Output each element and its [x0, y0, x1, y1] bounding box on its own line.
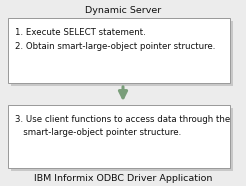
Bar — [11, 108, 233, 171]
Text: 2. Obtain smart-large-object pointer structure.: 2. Obtain smart-large-object pointer str… — [15, 42, 215, 51]
Bar — [8, 105, 230, 168]
Text: 1. Execute SELECT statement.: 1. Execute SELECT statement. — [15, 28, 146, 37]
Bar — [11, 21, 233, 86]
Text: smart-large-object pointer structure.: smart-large-object pointer structure. — [15, 128, 181, 137]
Text: 3. Use client functions to access data through the: 3. Use client functions to access data t… — [15, 115, 230, 124]
Text: IBM Informix ODBC Driver Application: IBM Informix ODBC Driver Application — [34, 174, 212, 183]
Bar — [8, 18, 230, 83]
Text: Dynamic Server: Dynamic Server — [85, 6, 161, 15]
